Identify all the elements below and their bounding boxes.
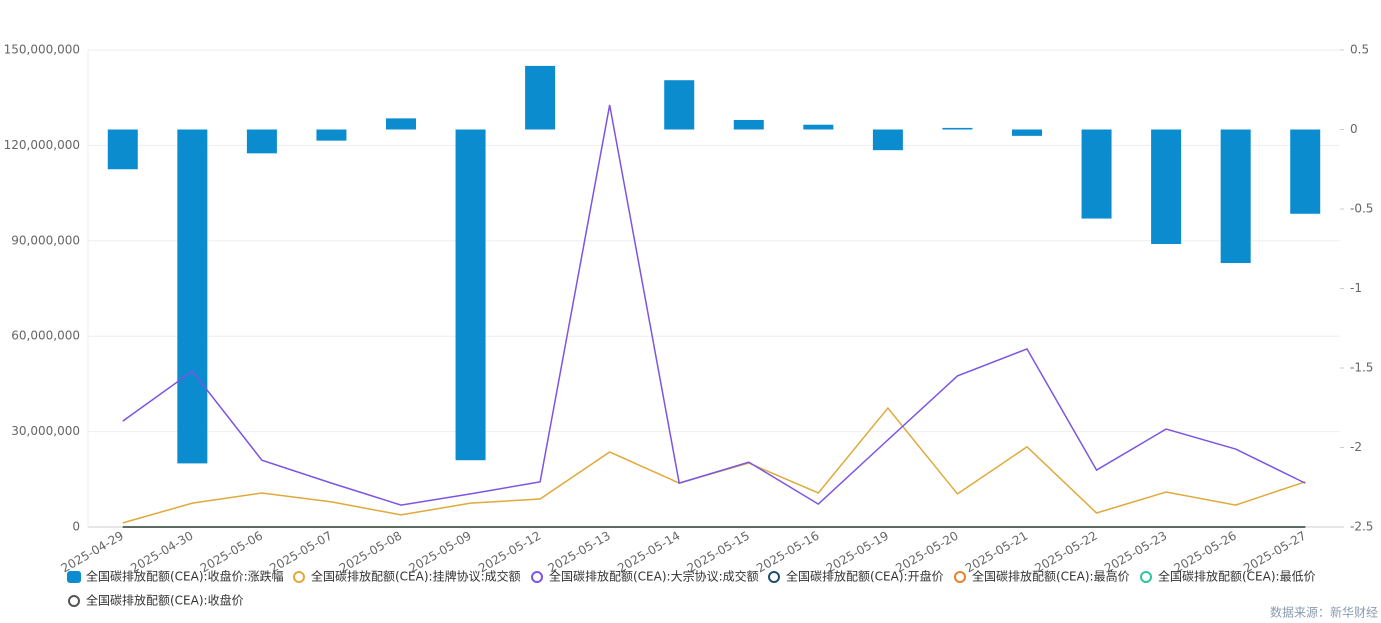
bar <box>942 127 973 130</box>
x-tick-label: 2025-05-15 <box>685 529 752 576</box>
x-tick: 2025-05-22 <box>1032 529 1099 576</box>
y2-tick-label: 0.5 <box>1350 43 1369 57</box>
x-tick-label: 2025-05-26 <box>1172 529 1239 576</box>
bar <box>803 124 834 130</box>
x-tick: 2025-05-07 <box>267 529 334 576</box>
x-tick: 2025-05-27 <box>1241 529 1308 576</box>
x-tick: 2025-05-20 <box>893 529 960 576</box>
x-tick: 2025-04-29 <box>59 529 126 576</box>
legend-swatch <box>954 571 966 583</box>
y-tick-label: 60,000,000 <box>11 329 80 343</box>
legend-swatch <box>68 595 80 607</box>
y2-tick-label: -1 <box>1350 281 1362 295</box>
bar <box>177 129 208 464</box>
y2-tick-label: -2.5 <box>1350 520 1373 534</box>
x-tick-label: 2025-05-14 <box>615 529 682 576</box>
line <box>122 406 1306 524</box>
legend-label: 全国碳排放配额(CEA):收盘价:涨跌幅 <box>86 569 284 584</box>
x-tick-label: 2025-05-06 <box>198 529 265 576</box>
x-tick: 2025-05-21 <box>963 529 1030 576</box>
bar <box>525 65 556 130</box>
legend-label: 全国碳排放配额(CEA):最低价 <box>1158 569 1316 584</box>
legend-swatch <box>293 571 305 583</box>
x-tick: 2025-05-08 <box>337 529 404 576</box>
x-tick: 2025-05-19 <box>824 529 891 576</box>
x-tick: 2025-05-06 <box>198 529 265 576</box>
bar <box>664 80 695 130</box>
y-tick-label: 90,000,000 <box>11 233 80 247</box>
x-tick-label: 2025-05-12 <box>476 529 543 576</box>
bar <box>872 129 903 151</box>
x-tick: 2025-04-30 <box>128 529 195 576</box>
bar <box>1012 129 1042 136</box>
bar <box>386 118 416 130</box>
x-tick-label: 2025-05-22 <box>1032 529 1099 576</box>
y-tick-label: 150,000,000 <box>4 43 80 57</box>
bar <box>107 129 138 170</box>
x-tick: 2025-05-16 <box>754 529 821 576</box>
y2-tick-label: 0 <box>1350 122 1358 136</box>
bar <box>455 129 486 461</box>
x-tick: 2025-05-12 <box>476 529 543 576</box>
y-tick-label: 120,000,000 <box>4 138 80 152</box>
x-tick-label: 2025-05-20 <box>893 529 960 576</box>
x-tick-label: 2025-04-30 <box>128 529 195 576</box>
y2-tick-label: -1.5 <box>1350 361 1373 375</box>
bar <box>1081 129 1112 219</box>
x-tick: 2025-05-09 <box>406 529 473 576</box>
legend-label: 全国碳排放配额(CEA):大宗协议:成交额 <box>549 569 759 584</box>
bar <box>316 129 347 141</box>
bar <box>1220 129 1251 264</box>
y2-tick-label: -2 <box>1350 440 1362 454</box>
legend-swatch <box>67 571 81 583</box>
x-tick: 2025-05-15 <box>685 529 752 576</box>
legend-label: 全国碳排放配额(CEA):最高价 <box>972 569 1130 584</box>
x-tick: 2025-05-23 <box>1102 529 1169 576</box>
bar <box>733 119 764 130</box>
x-tick-label: 2025-05-21 <box>963 529 1030 576</box>
legend-swatch <box>768 571 780 583</box>
x-tick-label: 2025-05-19 <box>824 529 891 576</box>
x-tick-label: 2025-05-16 <box>754 529 821 576</box>
x-tick-label: 2025-05-27 <box>1241 529 1308 576</box>
bar <box>1151 129 1182 244</box>
x-tick-label: 2025-05-13 <box>546 529 613 576</box>
y-tick-label: 30,000,000 <box>11 424 80 438</box>
line <box>122 104 1306 506</box>
x-tick: 2025-05-14 <box>615 529 682 576</box>
y-tick-label: 0 <box>72 520 80 534</box>
x-tick-label: 2025-05-07 <box>267 529 334 576</box>
bar <box>246 129 277 154</box>
x-tick-label: 2025-04-29 <box>59 529 126 576</box>
x-tick: 2025-05-26 <box>1172 529 1239 576</box>
x-tick: 2025-05-13 <box>546 529 613 576</box>
x-tick-label: 2025-05-09 <box>406 529 473 576</box>
bar <box>1290 129 1321 214</box>
x-tick-label: 2025-05-23 <box>1102 529 1169 576</box>
legend-swatch <box>1140 571 1152 583</box>
legend-label: 全国碳排放配额(CEA):挂牌协议:成交额 <box>311 569 521 584</box>
x-tick-label: 2025-05-08 <box>337 529 404 576</box>
legend-label: 全国碳排放配额(CEA):收盘价 <box>86 593 244 608</box>
source: 数据来源：新华财经 <box>1270 605 1378 620</box>
legend-swatch <box>531 571 543 583</box>
legend-label: 全国碳排放配额(CEA):开盘价 <box>786 569 944 584</box>
y2-tick-label: -0.5 <box>1350 202 1373 216</box>
